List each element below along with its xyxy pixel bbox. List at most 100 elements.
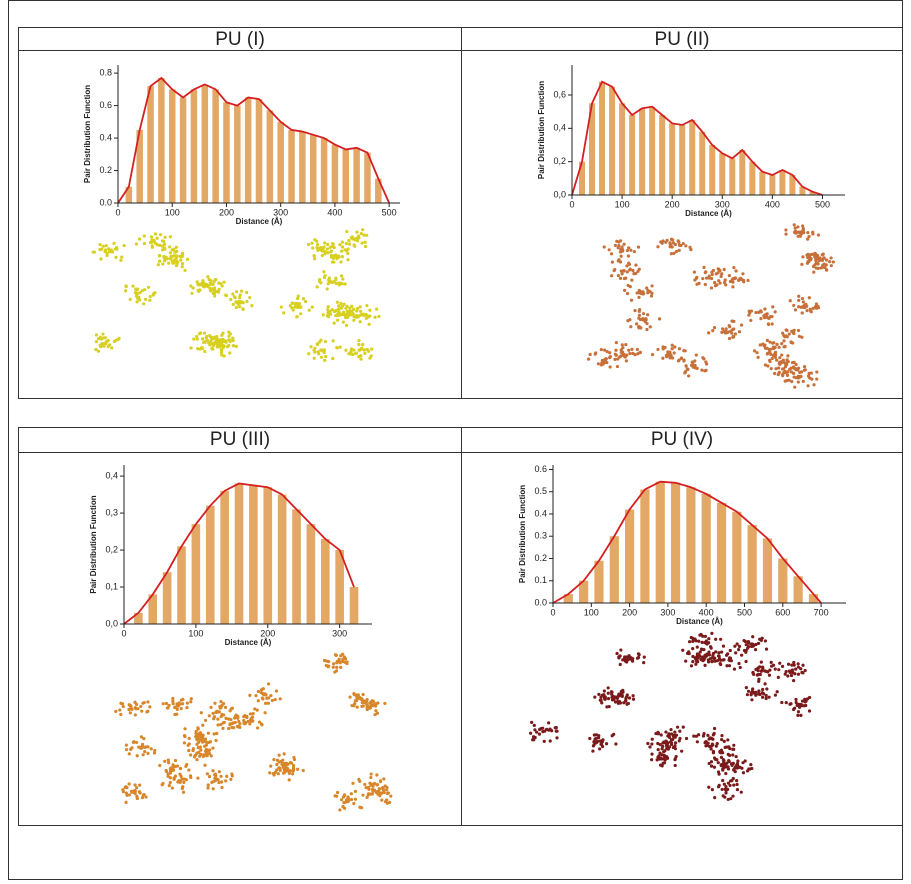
molecule-dot	[648, 325, 652, 329]
x-tick-label: 0	[115, 207, 120, 217]
molecule-dot	[230, 725, 234, 730]
molecule-dot	[220, 780, 224, 784]
molecule-dot	[356, 234, 361, 238]
molecule-dot	[229, 777, 233, 781]
bar	[255, 99, 263, 203]
molecule-dot	[196, 288, 200, 293]
molecule-dot	[600, 740, 604, 744]
bar	[320, 138, 328, 203]
molecule-dot	[792, 328, 796, 332]
molecule-dot	[800, 262, 804, 266]
molecule-dot	[94, 333, 98, 337]
molecule-dot	[347, 239, 351, 243]
molecule-dot	[608, 365, 612, 369]
molecule-dot	[218, 706, 222, 710]
molecule-dot	[349, 352, 353, 356]
molecule-dot	[344, 323, 349, 327]
molecule-dot	[821, 252, 825, 256]
molecule-dot	[187, 748, 191, 753]
molecule-dot	[792, 679, 796, 683]
molecule-dot	[342, 655, 346, 659]
molecule-dot	[135, 796, 139, 801]
molecule-dot	[747, 313, 751, 317]
molecule-dot	[103, 336, 107, 340]
molecule-dot	[245, 290, 249, 295]
molecule-dot	[307, 352, 311, 356]
molecule-dot	[687, 640, 692, 644]
molecule-dot	[775, 358, 779, 362]
molecule-dot	[227, 343, 231, 348]
molecule-dot	[706, 741, 710, 745]
x-tick-label: 300	[660, 607, 675, 617]
molecule-dot	[801, 226, 805, 231]
molecule-dot	[163, 259, 167, 263]
molecule-dot	[661, 744, 665, 749]
molecule-dot	[103, 248, 108, 252]
molecule-dot	[96, 349, 101, 353]
y-tick-label: 0,2	[553, 156, 566, 166]
molecule-dot	[731, 280, 735, 284]
molecule-dot	[355, 309, 359, 313]
molecule-dot	[616, 694, 621, 698]
molecule-dot	[323, 252, 327, 256]
molecule-dot	[599, 348, 603, 352]
y-tick-label: 0,4	[553, 123, 566, 133]
molecule-dot	[199, 711, 203, 715]
molecule-dot	[829, 256, 833, 260]
molecule-dot	[213, 701, 217, 705]
molecule-dot	[588, 736, 592, 741]
molecule-dot	[365, 704, 370, 708]
molecule-dot	[751, 644, 755, 648]
x-tick-label: 200	[622, 607, 637, 617]
molecule-dot	[784, 232, 788, 236]
molecule-dot	[189, 346, 193, 350]
molecule-dot	[641, 290, 645, 294]
molecule-dot	[175, 712, 179, 716]
molecule-dot	[779, 361, 784, 365]
molecule-dot	[671, 356, 675, 360]
molecule-dot	[721, 644, 726, 648]
molecule-dot	[622, 269, 626, 273]
molecule-dot	[220, 785, 224, 790]
molecule-dot	[749, 318, 753, 323]
y-tick-label: 0.2	[99, 165, 112, 175]
molecule-dot	[689, 664, 694, 668]
molecule-dot	[554, 726, 558, 730]
molecule-dot	[197, 740, 201, 744]
bar	[190, 89, 198, 203]
molecule-dot	[650, 291, 654, 295]
bar	[639, 108, 646, 195]
molecule-dot	[200, 282, 204, 286]
molecule-dot	[362, 233, 366, 237]
molecule-dot	[717, 651, 721, 655]
molecule-dot	[623, 288, 627, 292]
molecule-dot	[726, 330, 730, 334]
molecule-dot	[217, 780, 221, 785]
molecule-dot	[190, 291, 194, 295]
molecule-dot	[764, 693, 768, 698]
molecule-dot	[228, 722, 232, 726]
bar	[201, 84, 209, 203]
molecule-dot	[295, 315, 299, 319]
molecule-dot	[796, 225, 800, 229]
molecule-dot	[650, 353, 655, 357]
molecule-dot	[636, 652, 641, 656]
molecule-dot	[180, 265, 184, 269]
bar	[669, 123, 676, 195]
molecule-dot	[214, 338, 219, 342]
molecule-dot	[595, 739, 600, 743]
molecule-dot	[144, 795, 148, 799]
molecule-dot	[211, 769, 215, 773]
molecule-dot	[360, 700, 365, 705]
bar	[629, 115, 636, 195]
molecule-dot	[794, 700, 798, 705]
molecule-dot	[104, 341, 108, 346]
molecule-dot	[715, 659, 720, 663]
molecule-dot	[313, 257, 317, 261]
molecule-dot	[195, 757, 199, 762]
molecule-dot	[656, 245, 660, 249]
molecule-dot	[730, 319, 734, 323]
y-axis-label: Pair Distribution Function	[518, 485, 527, 583]
x-tick-label: 0	[121, 628, 126, 638]
molecule-dot	[815, 261, 819, 265]
